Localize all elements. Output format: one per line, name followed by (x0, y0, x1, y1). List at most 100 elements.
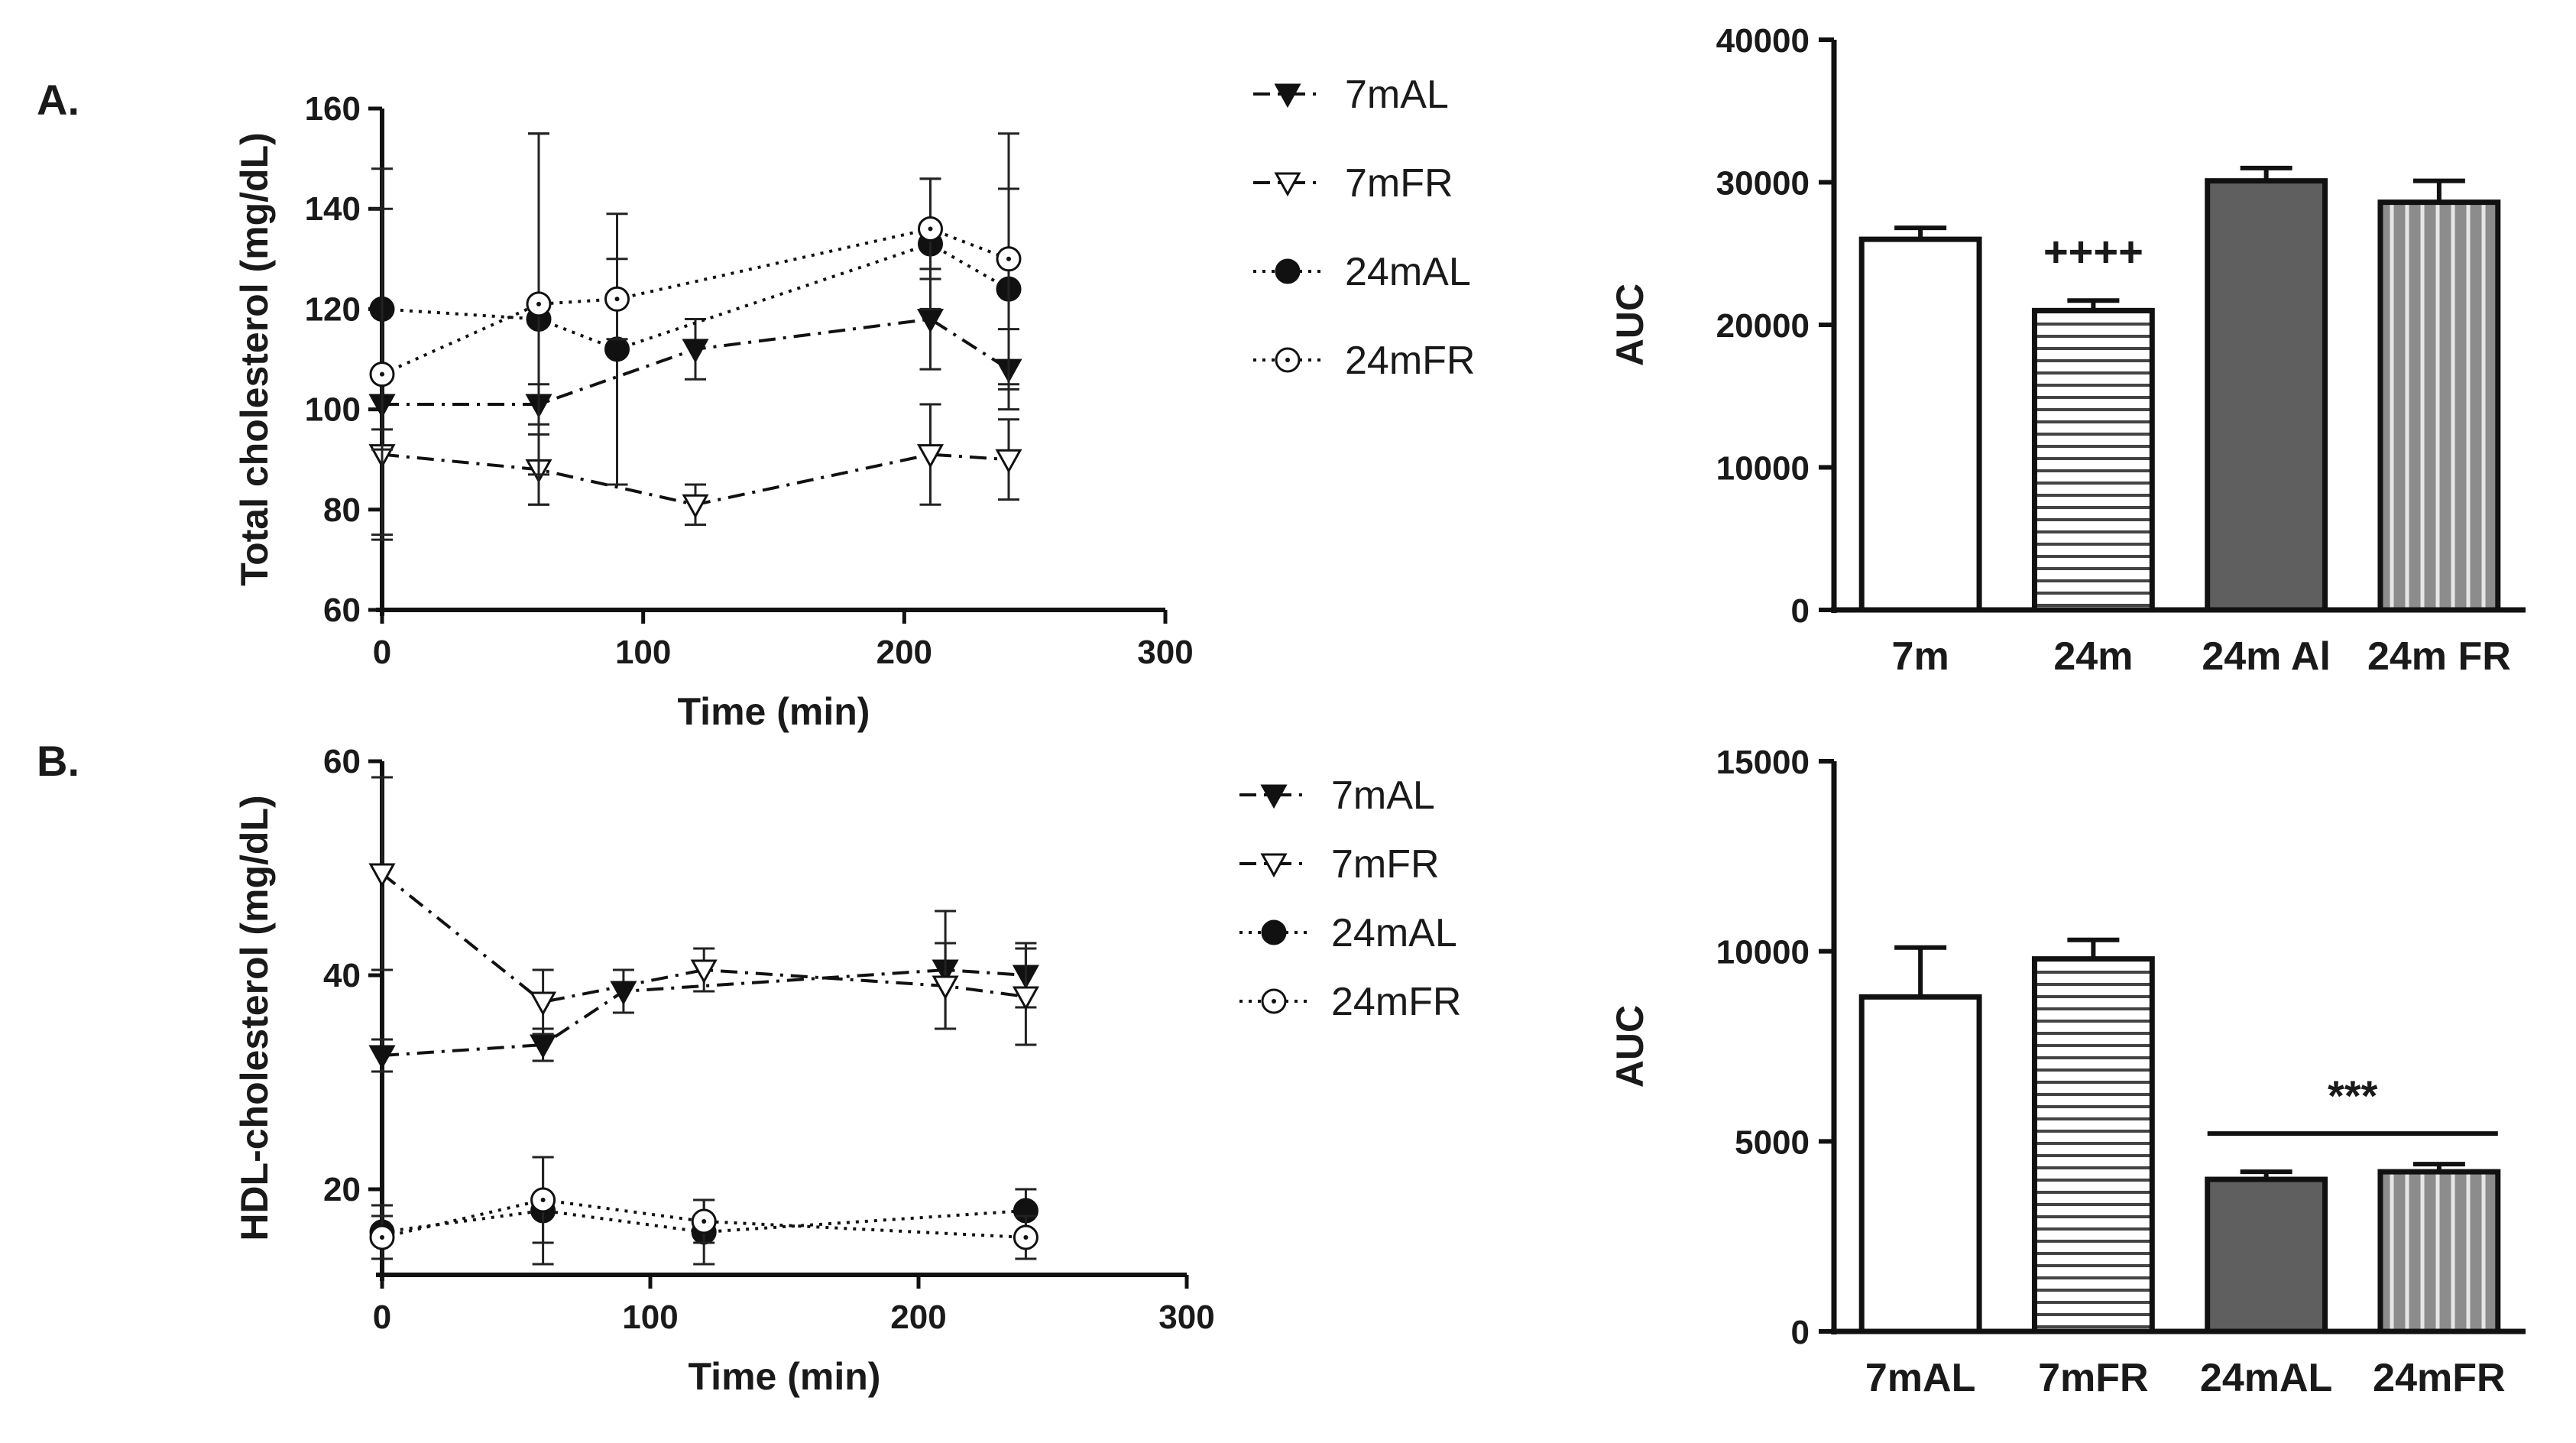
y-tick-label: 60 (323, 592, 361, 629)
bar-group-7mal (1858, 945, 1982, 1334)
chart-b-bar: 0 5000 10000 15000 AUC 7mAL 7mFR 24mAL 24mFR *** (1609, 744, 2526, 1400)
y-tick-label: 30000 (1716, 165, 1810, 203)
y-axis-title: Total cholesterol (mg/dL) (233, 132, 276, 586)
y-tick-label: 10000 (1716, 450, 1810, 488)
series-line-7mfr (381, 872, 1026, 1004)
data-point-7mfr (690, 959, 718, 984)
x-tick-label: 300 (1137, 634, 1193, 671)
legend-label: 7mFR (1345, 161, 1453, 206)
panel-label-a: A. (37, 76, 79, 124)
legend-item-24mal: 24mAL (1253, 250, 1471, 294)
y-tick-label: 0 (1791, 592, 1810, 630)
category-label-24m-al: 24m Al (2202, 634, 2331, 679)
legend-marker (1260, 784, 1288, 809)
legend-label: 24mFR (1331, 980, 1461, 1024)
data-point-7mfr (995, 449, 1022, 474)
y-tick-label: 10000 (1716, 934, 1810, 971)
bar-group-24m-al (2205, 165, 2328, 613)
x-tick-label: 0 (373, 1299, 391, 1336)
y-axis-title: HDL-cholesterol (mg/dL) (233, 795, 276, 1240)
bar-group-24mfr (2377, 1162, 2501, 1334)
legend-marker-dot (1272, 999, 1276, 1004)
category-label-24mal: 24mAL (2200, 1356, 2332, 1400)
data-point-24mfr-dot (702, 1219, 707, 1224)
legend-item-7mal: 7mAL (1253, 73, 1449, 117)
legend-item-24mfr: 24mFR (1239, 980, 1461, 1024)
y-tick-label: 160 (305, 90, 361, 128)
legend-marker (1260, 853, 1288, 878)
y-tick-label: 15000 (1716, 744, 1810, 781)
y-axis-title: AUC (1609, 1005, 1651, 1088)
data-point-7mal (916, 309, 945, 333)
data-point-7mal (530, 1034, 557, 1059)
bar-group-7mfr (2031, 937, 2155, 1334)
y-tick-label: 120 (305, 290, 361, 328)
bar-group-24m-fr (2377, 178, 2501, 613)
data-point-24mal (604, 336, 630, 362)
significance-annotation: *** (2328, 1072, 2378, 1120)
bar-24m (2031, 307, 2155, 613)
legend-marker (1274, 83, 1301, 109)
y-tick-label: 5000 (1735, 1124, 1810, 1161)
bar-24m-fr (2377, 199, 2501, 613)
legend-item-7mfr: 7mFR (1239, 842, 1440, 887)
x-tick-label: 100 (615, 634, 671, 671)
legend-item-7mal: 7mAL (1239, 773, 1435, 818)
data-point-7mfr (682, 494, 709, 519)
x-tick-label: 100 (622, 1299, 678, 1336)
series-line-24mfr (381, 1198, 1026, 1239)
data-point-24mfr-dot (380, 371, 384, 377)
y-tick-label: 0 (1791, 1314, 1810, 1351)
data-point-7mfr (932, 975, 959, 1000)
bar-group-24mal (2205, 1169, 2328, 1334)
data-point-24mfr-dot (1023, 1235, 1029, 1240)
y-tick-label: 40000 (1716, 22, 1810, 60)
series-24mfr (369, 1156, 1039, 1260)
series-24mfr (369, 132, 1022, 541)
series-7mfr (368, 373, 1022, 537)
panel-label-b: B. (37, 737, 79, 785)
data-point-24mfr-dot (928, 226, 933, 232)
legend-label: 7mAL (1331, 773, 1435, 818)
legend-marker (1261, 919, 1287, 945)
bar-group-7m (1858, 225, 1982, 613)
legend-marker-dot (1285, 358, 1290, 362)
y-tick-label: 20 (323, 1171, 361, 1208)
significance-annotation: ++++ (2043, 227, 2143, 275)
bar-7mfr (2031, 956, 2155, 1334)
data-point-7mfr (1012, 986, 1039, 1011)
chart-a-line: 60 80 100 120 140 160 0 100 200 300 Time (min) Tota… (233, 73, 1475, 733)
data-point-24mfr-dot (536, 301, 541, 306)
bar-7mal (1858, 994, 1982, 1334)
y-tick-label: 40 (323, 957, 361, 994)
y-axis-title: AUC (1609, 284, 1651, 366)
legend-marker (1274, 172, 1301, 197)
legend-label: 7mFR (1331, 842, 1440, 887)
category-label-7mfr: 7mFR (2038, 1356, 2148, 1400)
y-tick-label: 20000 (1716, 307, 1810, 345)
x-tick-label: 200 (890, 1299, 946, 1336)
y-tick-label: 100 (305, 391, 361, 429)
legend-label: 24mFR (1345, 339, 1475, 383)
category-label-7mal: 7mAL (1865, 1356, 1975, 1400)
bar-group-24m (2031, 298, 2155, 613)
legend-label: 24mAL (1345, 250, 1471, 294)
bar-24m-al (2205, 178, 2328, 613)
data-point-24mfr-dot (380, 1235, 384, 1240)
chart-a-bar: 0 10000 20000 30000 40000 AUC 7m 24m 24m Al 24m F… (1609, 22, 2526, 679)
bar-24mal (2205, 1176, 2328, 1334)
data-point-7mfr (530, 991, 557, 1017)
legend-item-7mfr: 7mFR (1253, 161, 1453, 206)
data-point-24mfr-dot (1006, 256, 1011, 261)
category-label-24mfr: 24mFR (2373, 1356, 2505, 1400)
category-label-7m: 7m (1892, 634, 1949, 679)
x-tick-label: 0 (373, 634, 391, 671)
x-tick-label: 200 (876, 634, 932, 671)
x-axis-title: Time (min) (689, 1355, 881, 1398)
legend-item-24mal: 24mAL (1239, 911, 1457, 955)
data-point-24mfr-dot (614, 297, 620, 302)
y-tick-label: 80 (323, 491, 361, 529)
category-label-24m: 24m (2053, 634, 2133, 679)
data-point-24mfr-dot (540, 1198, 546, 1202)
